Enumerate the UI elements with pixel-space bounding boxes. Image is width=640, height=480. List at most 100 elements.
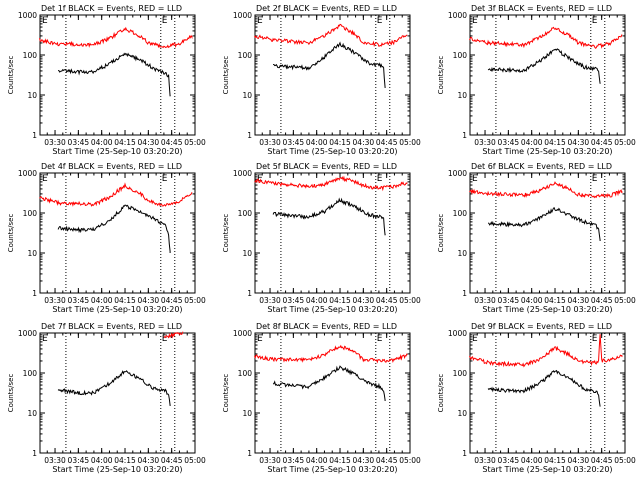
y-tick-label: 1000 <box>448 11 467 20</box>
x-tick-label: 04:15 <box>114 296 136 305</box>
x-tick-label: 04:30 <box>138 296 160 305</box>
x-tick-label: 03:45 <box>68 138 90 147</box>
y-tick-label: 1 <box>462 131 467 140</box>
x-tick-label: 04:45 <box>376 456 398 465</box>
series-line-events <box>273 41 386 88</box>
x-tick-label: 04:45 <box>591 138 613 147</box>
x-axis-label: Start Time (25-Sep-10 03:20:20) <box>482 305 612 314</box>
x-tick-label: 04:45 <box>161 138 183 147</box>
y-tick-label: 10 <box>457 409 467 418</box>
marker-label: E <box>592 174 598 184</box>
y-tick-label: 10 <box>457 249 467 258</box>
x-tick-label: 03:30 <box>259 456 281 465</box>
x-tick-label: 04:00 <box>306 456 328 465</box>
marker-label: E <box>257 16 263 26</box>
panel-title: Det 9f BLACK = Events, RED = LLD <box>471 322 612 331</box>
y-tick-label: 10 <box>457 91 467 100</box>
series-line-lld <box>254 344 408 364</box>
y-tick-label: 100 <box>238 209 253 218</box>
y-axis-label: Counts/sec <box>7 56 15 95</box>
panel-title: Det 2f BLACK = Events, RED = LLD <box>256 4 397 13</box>
x-axis-label: Start Time (25-Sep-10 03:20:20) <box>482 465 612 474</box>
x-tick-label: 03:30 <box>44 296 66 305</box>
y-tick-label: 1 <box>247 131 252 140</box>
panel-2: Det 2f BLACK = Events, RED = LLD 1 10 100 10… <box>222 4 421 156</box>
panel-9: Det 9f BLACK = Events, RED = LLD 1 10 100 10… <box>437 322 636 474</box>
series-line-lld <box>469 181 623 199</box>
marker-label: E <box>377 174 383 184</box>
plot-frame <box>254 14 411 136</box>
x-axis-label: Start Time (25-Sep-10 03:20:20) <box>52 465 182 474</box>
marker-label: E <box>592 16 598 26</box>
x-tick-label: 04:00 <box>521 296 543 305</box>
y-tick-label: 1 <box>462 449 467 458</box>
x-tick-label: 03:30 <box>474 138 496 147</box>
y-tick-label: 10 <box>27 91 37 100</box>
series-line-lld <box>163 330 184 339</box>
plot-frame <box>39 332 196 454</box>
x-tick-label: 03:45 <box>283 296 305 305</box>
y-axis-label: Counts/sec <box>437 56 445 95</box>
x-tick-label: 03:30 <box>259 138 281 147</box>
marker-label: E <box>42 16 48 26</box>
x-tick-label: 04:30 <box>353 456 375 465</box>
y-tick-label: 100 <box>238 51 253 60</box>
series-line-lld <box>254 23 408 48</box>
x-tick-label: 04:45 <box>591 456 613 465</box>
x-tick-label: 04:45 <box>376 138 398 147</box>
marker-label: E <box>592 334 598 344</box>
x-tick-label: 03:30 <box>474 296 496 305</box>
x-tick-label: 05:00 <box>184 138 206 147</box>
x-tick-label: 04:45 <box>376 296 398 305</box>
y-tick-label: 1 <box>247 449 252 458</box>
plot-frame <box>469 332 626 454</box>
x-tick-label: 04:00 <box>91 296 113 305</box>
y-tick-label: 1000 <box>233 169 252 178</box>
series-line-events <box>58 52 171 97</box>
x-tick-label: 04:15 <box>329 456 351 465</box>
y-tick-label: 10 <box>27 409 37 418</box>
x-tick-label: 05:00 <box>184 296 206 305</box>
x-tick-label: 04:30 <box>138 456 160 465</box>
y-tick-label: 10 <box>27 249 37 258</box>
series-line-lld <box>39 182 193 207</box>
panel-title: Det 8f BLACK = Events, RED = LLD <box>256 322 397 331</box>
x-tick-label: 04:15 <box>329 138 351 147</box>
panel-title: Det 3f BLACK = Events, RED = LLD <box>471 4 612 13</box>
x-tick-label: 05:00 <box>614 456 636 465</box>
x-tick-label: 04:30 <box>353 138 375 147</box>
x-tick-label: 03:45 <box>498 456 520 465</box>
series-line-events <box>272 197 386 236</box>
panel-5: Det 5f BLACK = Events, RED = LLD 1 10 100 10… <box>222 162 421 314</box>
y-axis-label: Counts/sec <box>437 374 445 413</box>
series-line-events <box>487 369 601 407</box>
series-line-events <box>487 48 601 84</box>
panel-title: Det 6f BLACK = Events, RED = LLD <box>471 162 612 171</box>
panel-6: Det 6f BLACK = Events, RED = LLD 1 10 100 10… <box>437 162 636 314</box>
x-tick-label: 04:15 <box>544 456 566 465</box>
series-line-lld <box>39 26 193 49</box>
marker-label: E <box>162 16 168 26</box>
x-tick-label: 03:30 <box>259 296 281 305</box>
x-tick-label: 03:45 <box>498 296 520 305</box>
series-line-events <box>57 370 171 406</box>
marker-label: E <box>472 16 478 26</box>
x-tick-label: 04:15 <box>544 138 566 147</box>
x-tick-label: 04:00 <box>91 456 113 465</box>
y-tick-label: 10 <box>242 409 252 418</box>
series-line-lld <box>469 26 623 49</box>
x-tick-label: 04:30 <box>568 296 590 305</box>
marker-label: E <box>377 16 383 26</box>
y-tick-label: 1000 <box>233 329 252 338</box>
marker-label: E <box>257 334 263 344</box>
x-tick-label: 05:00 <box>399 456 421 465</box>
series-line-events <box>57 204 171 253</box>
y-tick-label: 1 <box>247 289 252 298</box>
marker-label: E <box>472 174 478 184</box>
x-tick-label: 04:00 <box>521 456 543 465</box>
x-tick-label: 05:00 <box>614 138 636 147</box>
marker-label: E <box>42 174 48 184</box>
marker-label: E <box>162 174 168 184</box>
marker-label: E <box>472 334 478 344</box>
x-tick-label: 03:45 <box>68 296 90 305</box>
